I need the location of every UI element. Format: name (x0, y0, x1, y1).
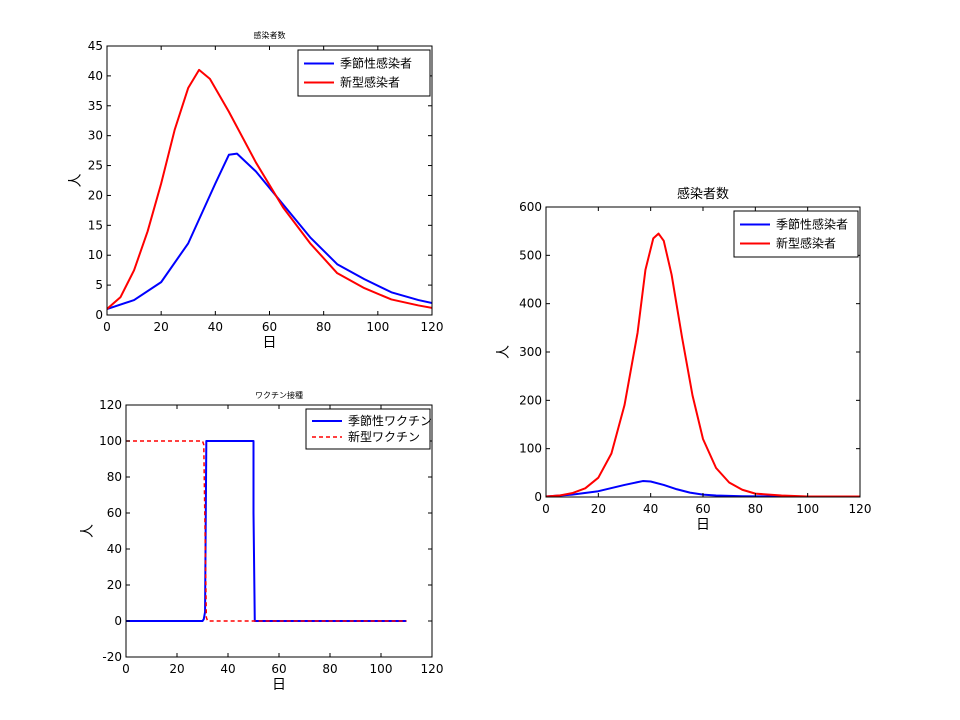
x-tick-label: 60 (695, 502, 710, 516)
y-tick-label: 500 (519, 248, 542, 262)
y-tick-label: 300 (519, 345, 542, 359)
y-tick-label: 30 (88, 129, 103, 143)
series-line-2 (107, 68, 432, 310)
y-tick-label: 20 (88, 188, 103, 202)
y-tick-label: 0 (534, 490, 542, 504)
y-tick-label: 15 (88, 218, 103, 232)
legend-label-1: 季節性感染者 (340, 56, 412, 71)
x-tick-label: 20 (169, 662, 184, 676)
x-tick-label: 20 (591, 502, 606, 516)
x-tick-label: 120 (849, 502, 872, 516)
y-tick-label: 200 (519, 393, 542, 407)
x-tick-label: 100 (366, 320, 389, 334)
legend-label-2: 新型ワクチン (348, 429, 420, 444)
y-axis-label: 人 (496, 345, 512, 359)
legend-label-1: 季節性感染者 (776, 217, 848, 232)
x-tick-label: 80 (748, 502, 763, 516)
y-tick-label: 120 (99, 398, 122, 412)
legend-box (297, 49, 431, 97)
x-tick-label: 60 (262, 320, 277, 334)
x-tick-label: 0 (542, 502, 550, 516)
x-tick-label: 80 (316, 320, 331, 334)
x-tick-label: 40 (220, 662, 235, 676)
series-line-1 (126, 440, 407, 622)
y-axis-label: 人 (68, 174, 84, 188)
y-tick-label: 400 (519, 297, 542, 311)
x-axis-label: 日 (272, 677, 286, 693)
x-axis-label: 日 (263, 335, 277, 351)
x-tick-label: 100 (796, 502, 819, 516)
y-tick-label: 40 (88, 69, 103, 83)
chart-title: ワクチン接種 (255, 390, 303, 400)
x-tick-label: 0 (122, 662, 130, 676)
y-tick-label: 20 (107, 578, 122, 592)
x-tick-label: 80 (322, 662, 337, 676)
y-axis-label: 人 (80, 524, 96, 538)
y-tick-label: 10 (88, 248, 103, 262)
x-tick-label: 20 (154, 320, 169, 334)
legend-label-2: 新型感染者 (776, 236, 836, 251)
y-tick-label: 35 (88, 99, 103, 113)
legend-label-2: 新型感染者 (340, 75, 400, 90)
y-tick-label: 0 (114, 614, 122, 628)
x-tick-label: 100 (370, 662, 393, 676)
y-tick-label: 600 (519, 200, 542, 214)
y-tick-label: 100 (99, 434, 122, 448)
y-tick-label: 45 (88, 39, 103, 53)
series-line-1 (107, 152, 432, 310)
y-tick-label: 25 (88, 159, 103, 173)
legend-label-1: 季節性ワクチン (348, 413, 432, 428)
y-tick-label: 60 (107, 506, 122, 520)
x-tick-label: 40 (208, 320, 223, 334)
y-tick-label: 80 (107, 470, 122, 484)
y-tick-label: 0 (95, 308, 103, 322)
x-tick-label: 0 (103, 320, 111, 334)
y-tick-label: 5 (95, 278, 103, 292)
chart-title: 感染者数 (677, 186, 729, 202)
series-line-1 (546, 480, 860, 497)
y-tick-label: 100 (519, 442, 542, 456)
x-tick-label: 120 (421, 320, 444, 334)
y-tick-label: -20 (102, 650, 122, 664)
x-tick-label: 120 (421, 662, 444, 676)
series-line-2 (546, 232, 860, 497)
legend-box (305, 408, 431, 450)
x-tick-label: 40 (643, 502, 658, 516)
series-line-2 (126, 440, 407, 622)
chart-2: 0 20 40 60 80 100 120-20020406080100120ワクチン接種日… (80, 390, 443, 693)
x-tick-label: 60 (271, 662, 286, 676)
legend-box (733, 210, 859, 258)
chart-title: 感染者数 (254, 30, 286, 40)
y-tick-label: 40 (107, 542, 122, 556)
x-axis-label: 日 (696, 517, 710, 533)
